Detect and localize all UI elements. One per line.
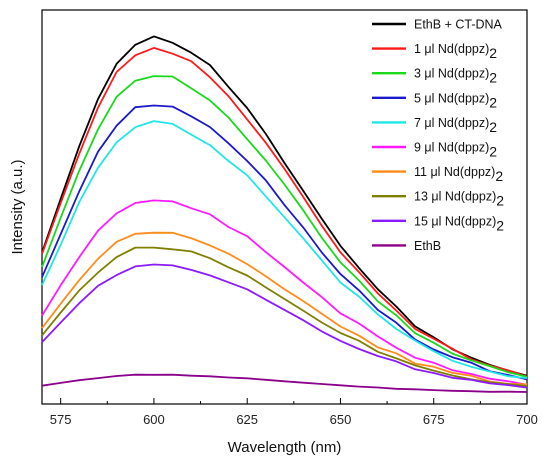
x-tick-label: 650 (330, 412, 352, 427)
legend-entry: EthB + CT-DNA (414, 18, 503, 32)
plot-border (41, 9, 528, 405)
legend-entry: 13 μl Nd(dppz)2 (414, 190, 504, 209)
series-line (41, 47, 528, 378)
legend-entry: 9 μl Nd(dppz)2 (414, 141, 497, 160)
series-line (41, 231, 528, 386)
x-tick-label: 675 (423, 412, 445, 427)
x-tick-label: 575 (50, 412, 72, 427)
x-tick-label: 625 (236, 412, 258, 427)
series-line (41, 104, 528, 381)
x-axis-ticks: 575 600 625 650 675 700 (50, 398, 538, 427)
x-tick-label: 700 (516, 412, 538, 427)
legend-entry: 11 μl Nd(dppz)2 (414, 165, 503, 184)
series-line (41, 373, 528, 393)
series-line (41, 263, 528, 389)
legend-entry: 1 μl Nd(dppz)2 (414, 42, 497, 61)
plot-frame (41, 9, 528, 405)
series-line (41, 120, 528, 379)
x-axis-label: Wavelength (nm) (228, 439, 342, 456)
y-axis-label: Intensity (a.u.) (9, 159, 26, 254)
legend-entry: 3 μl Nd(dppz)2 (414, 67, 497, 86)
x-tick-label: 600 (143, 412, 165, 427)
series-line (41, 199, 528, 386)
legend-entry: 15 μl Nd(dppz)2 (414, 214, 504, 233)
legend-entry: EthB (414, 239, 441, 253)
legend: EthB + CT-DNA 1 μl Nd(dppz)2 3 μl Nd(dppz)… (372, 18, 504, 253)
series-curves (41, 35, 528, 393)
legend-entry: 5 μl Nd(dppz)2 (414, 91, 497, 110)
series-line (41, 75, 528, 378)
legend-entry: 7 μl Nd(dppz)2 (414, 116, 497, 135)
series-line (41, 246, 528, 387)
